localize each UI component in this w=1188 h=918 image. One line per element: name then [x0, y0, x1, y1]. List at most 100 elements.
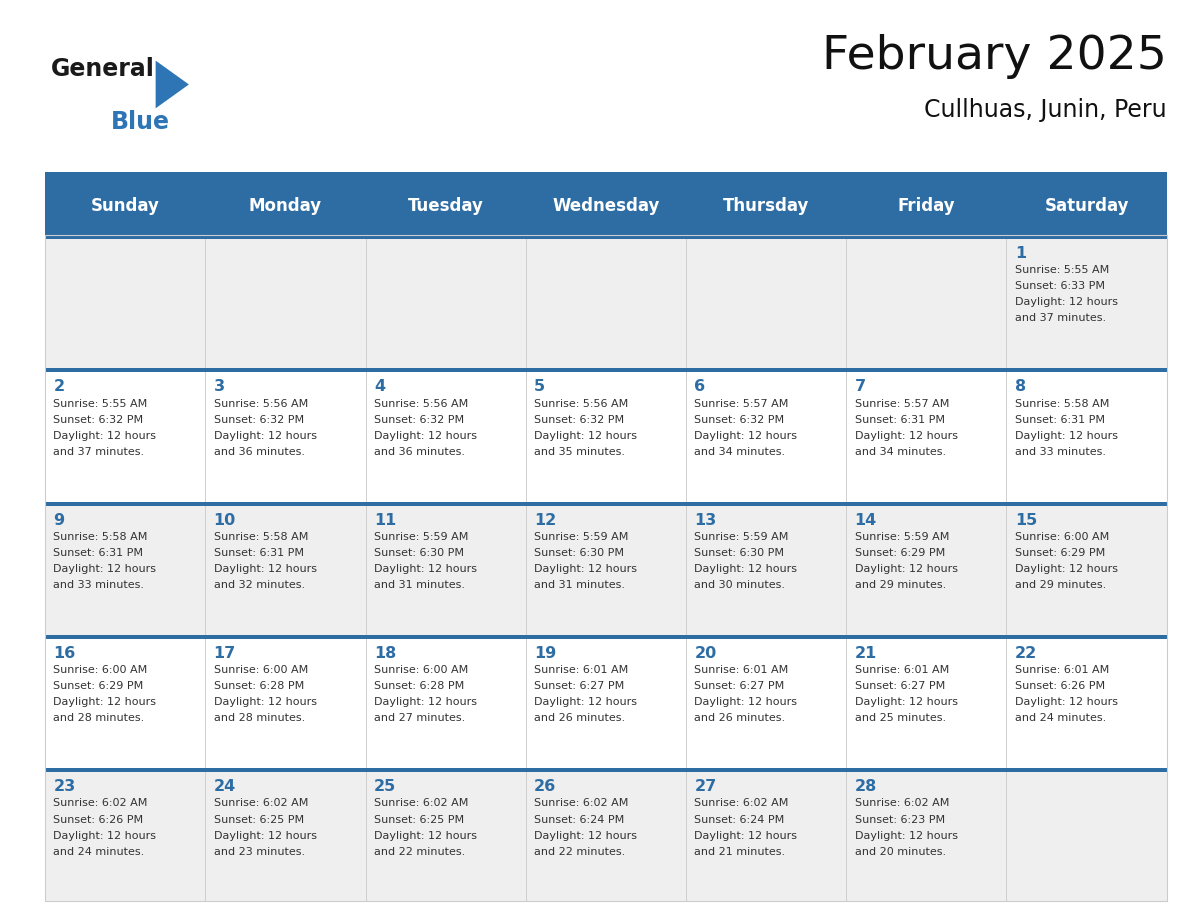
Text: 14: 14: [854, 512, 877, 528]
Text: and 35 minutes.: and 35 minutes.: [535, 447, 625, 457]
Text: 25: 25: [374, 779, 396, 794]
Text: 19: 19: [535, 646, 556, 661]
Text: and 37 minutes.: and 37 minutes.: [1015, 314, 1106, 323]
Text: 27: 27: [694, 779, 716, 794]
Text: 5: 5: [535, 379, 545, 395]
Bar: [1006, 235, 1167, 368]
Text: and 30 minutes.: and 30 minutes.: [694, 580, 785, 590]
Text: and 21 minutes.: and 21 minutes.: [694, 846, 785, 856]
Text: Sunset: 6:27 PM: Sunset: 6:27 PM: [854, 681, 944, 691]
Text: Sunrise: 5:56 AM: Sunrise: 5:56 AM: [535, 398, 628, 409]
Text: and 33 minutes.: and 33 minutes.: [1015, 447, 1106, 457]
Text: 6: 6: [694, 379, 706, 395]
Text: Sunset: 6:29 PM: Sunset: 6:29 PM: [1015, 548, 1105, 558]
Text: Daylight: 12 hours: Daylight: 12 hours: [53, 431, 157, 441]
Text: Daylight: 12 hours: Daylight: 12 hours: [1015, 431, 1118, 441]
Text: Tuesday: Tuesday: [407, 197, 484, 215]
Text: Sunrise: 6:00 AM: Sunrise: 6:00 AM: [1015, 532, 1108, 542]
Bar: [846, 235, 1006, 368]
Bar: [45, 501, 1167, 506]
Bar: [685, 368, 846, 501]
Bar: [1006, 635, 1167, 768]
Text: Daylight: 12 hours: Daylight: 12 hours: [374, 831, 476, 841]
Text: Friday: Friday: [897, 197, 955, 215]
Text: Sunset: 6:31 PM: Sunset: 6:31 PM: [1015, 415, 1105, 425]
Text: 11: 11: [374, 512, 396, 528]
Text: Daylight: 12 hours: Daylight: 12 hours: [535, 564, 637, 574]
Text: Sunrise: 5:55 AM: Sunrise: 5:55 AM: [53, 398, 147, 409]
Text: Daylight: 12 hours: Daylight: 12 hours: [854, 564, 958, 574]
Bar: [366, 635, 526, 768]
Text: Sunset: 6:31 PM: Sunset: 6:31 PM: [53, 548, 144, 558]
Text: 13: 13: [694, 512, 716, 528]
Text: Daylight: 12 hours: Daylight: 12 hours: [535, 831, 637, 841]
Text: 22: 22: [1015, 646, 1037, 661]
Text: 10: 10: [214, 512, 236, 528]
Text: and 37 minutes.: and 37 minutes.: [53, 447, 145, 457]
Text: Sunset: 6:30 PM: Sunset: 6:30 PM: [694, 548, 784, 558]
Bar: [206, 501, 366, 635]
Text: Daylight: 12 hours: Daylight: 12 hours: [854, 831, 958, 841]
Text: Sunrise: 6:01 AM: Sunrise: 6:01 AM: [854, 666, 949, 675]
Bar: [1006, 768, 1167, 901]
Bar: [846, 768, 1006, 901]
Text: Sunset: 6:32 PM: Sunset: 6:32 PM: [535, 415, 624, 425]
Text: Sunday: Sunday: [90, 197, 159, 215]
Text: Sunset: 6:25 PM: Sunset: 6:25 PM: [374, 814, 465, 824]
Text: Sunset: 6:29 PM: Sunset: 6:29 PM: [854, 548, 944, 558]
Bar: [846, 501, 1006, 635]
Text: Monday: Monday: [249, 197, 322, 215]
Text: Daylight: 12 hours: Daylight: 12 hours: [854, 431, 958, 441]
Text: and 25 minutes.: and 25 minutes.: [854, 713, 946, 723]
Text: Daylight: 12 hours: Daylight: 12 hours: [53, 831, 157, 841]
Bar: [45, 177, 1167, 235]
Text: and 34 minutes.: and 34 minutes.: [694, 447, 785, 457]
Bar: [366, 368, 526, 501]
Text: Daylight: 12 hours: Daylight: 12 hours: [53, 698, 157, 707]
Text: 12: 12: [535, 512, 556, 528]
Text: 9: 9: [53, 512, 64, 528]
Text: and 34 minutes.: and 34 minutes.: [854, 447, 946, 457]
Text: and 28 minutes.: and 28 minutes.: [53, 713, 145, 723]
Text: and 27 minutes.: and 27 minutes.: [374, 713, 466, 723]
Text: Daylight: 12 hours: Daylight: 12 hours: [374, 564, 476, 574]
Bar: [45, 635, 206, 768]
Text: Sunrise: 6:02 AM: Sunrise: 6:02 AM: [694, 799, 789, 809]
Bar: [366, 235, 526, 368]
Text: and 31 minutes.: and 31 minutes.: [535, 580, 625, 590]
Text: Daylight: 12 hours: Daylight: 12 hours: [214, 831, 317, 841]
Text: Sunrise: 6:02 AM: Sunrise: 6:02 AM: [854, 799, 949, 809]
Text: Sunset: 6:32 PM: Sunset: 6:32 PM: [214, 415, 304, 425]
Text: Cullhuas, Junin, Peru: Cullhuas, Junin, Peru: [924, 98, 1167, 122]
Text: Sunrise: 5:59 AM: Sunrise: 5:59 AM: [374, 532, 468, 542]
Text: Sunrise: 5:59 AM: Sunrise: 5:59 AM: [854, 532, 949, 542]
Bar: [206, 368, 366, 501]
Text: Sunset: 6:31 PM: Sunset: 6:31 PM: [214, 548, 304, 558]
Bar: [685, 635, 846, 768]
Text: Daylight: 12 hours: Daylight: 12 hours: [694, 698, 797, 707]
Text: Sunrise: 6:01 AM: Sunrise: 6:01 AM: [694, 666, 789, 675]
Text: Sunrise: 5:58 AM: Sunrise: 5:58 AM: [53, 532, 147, 542]
Text: 23: 23: [53, 779, 76, 794]
Text: 16: 16: [53, 646, 76, 661]
Text: 1: 1: [1015, 246, 1026, 261]
Text: Sunrise: 5:57 AM: Sunrise: 5:57 AM: [694, 398, 789, 409]
Text: Sunrise: 6:01 AM: Sunrise: 6:01 AM: [535, 666, 628, 675]
Bar: [526, 768, 685, 901]
Bar: [846, 635, 1006, 768]
Text: 24: 24: [214, 779, 236, 794]
Text: Sunset: 6:26 PM: Sunset: 6:26 PM: [53, 814, 144, 824]
Text: and 31 minutes.: and 31 minutes.: [374, 580, 465, 590]
Text: Sunrise: 6:00 AM: Sunrise: 6:00 AM: [53, 666, 147, 675]
Bar: [1006, 501, 1167, 635]
Text: Daylight: 12 hours: Daylight: 12 hours: [694, 831, 797, 841]
Text: 18: 18: [374, 646, 396, 661]
Text: Sunset: 6:28 PM: Sunset: 6:28 PM: [374, 681, 465, 691]
Bar: [206, 235, 366, 368]
Bar: [206, 768, 366, 901]
Bar: [45, 235, 1167, 901]
Text: Sunrise: 6:00 AM: Sunrise: 6:00 AM: [214, 666, 308, 675]
Text: and 33 minutes.: and 33 minutes.: [53, 580, 145, 590]
Text: Daylight: 12 hours: Daylight: 12 hours: [1015, 564, 1118, 574]
Text: 7: 7: [854, 379, 866, 395]
